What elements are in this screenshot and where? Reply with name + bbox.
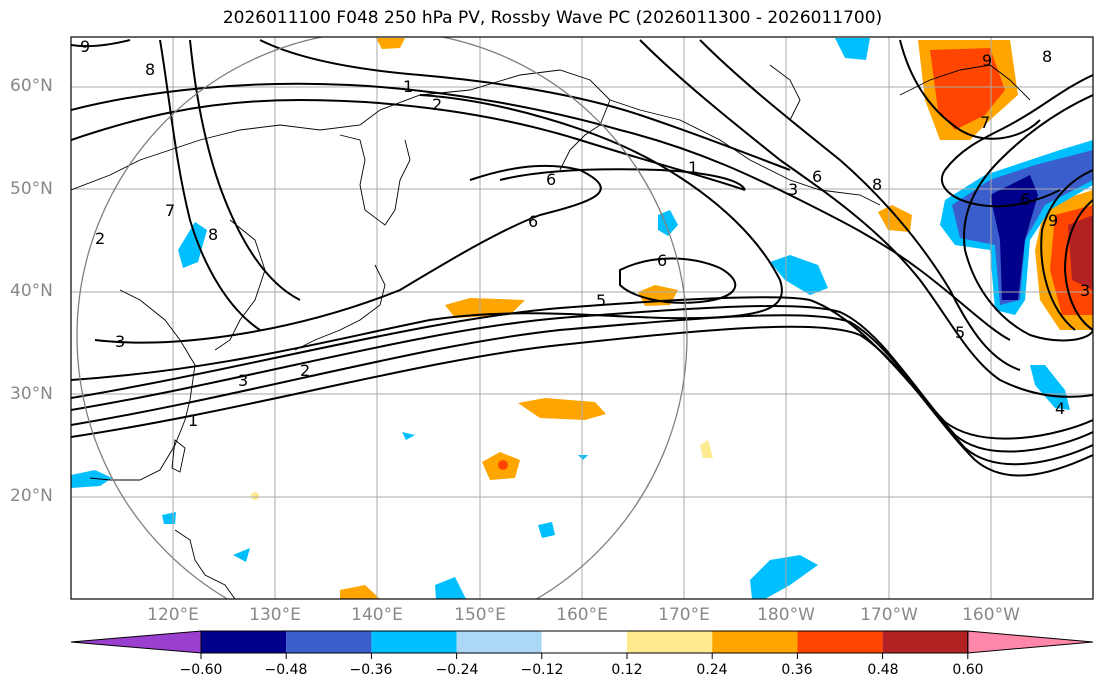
contour-label: 9 [1048,211,1058,230]
lat-label-40n: 40°N [10,281,53,301]
contour-label: 9 [80,37,90,56]
contour-label: 6 [528,212,538,231]
contour-label: 5 [955,323,965,342]
contour-label: 1 [188,411,198,430]
colorbar-tick-label: −0.24 [435,662,479,678]
contour-label: 8 [872,175,882,194]
colorbar-swatch [797,631,883,653]
contour-label: 5 [596,291,606,310]
projection-circle [76,37,688,599]
lat-label-60n: 60°N [10,76,53,96]
colorbar-swatch [541,631,627,653]
lon-label-140e: 140°E [351,605,403,625]
colorbar-tick-label: 0.36 [781,662,813,678]
contour-label: 3 [115,332,125,351]
colorbar-swatch [371,631,457,653]
contour-label: 3 [238,371,248,390]
colorbar-tick-label: −0.12 [520,662,564,678]
contour-label: 1 [688,158,698,177]
lat-label-50n: 50°N [10,179,53,199]
colorbar [70,630,1094,659]
lon-label-120e: 120°E [147,605,199,625]
contour-label: 4 [1055,399,1065,418]
lon-label-180w: 180°W [757,605,815,625]
colorbar-tick-label: 0.48 [867,662,899,678]
lon-label-150e: 150°E [454,605,506,625]
contour-label: 8 [145,60,155,79]
contour-label: 7 [165,201,175,220]
positive-anomaly-shading [251,38,1093,599]
contour-label: 6 [1020,190,1030,209]
lon-label-170w: 170°W [860,605,918,625]
colorbar-swatch [286,631,372,653]
lon-label-130e: 130°E [249,605,301,625]
contour-label: 6 [812,167,822,186]
colorbar-tick-label: −0.36 [349,662,393,678]
contour-labels: 9 8 1 2 7 8 2 6 6 1 3 6 8 6 5 3 3 2 1 9 … [80,37,1090,430]
contour-label: 2 [95,229,105,248]
contour-label: 9 [982,51,992,70]
colorbar-swatch [882,631,968,653]
colorbar-tick-label: −0.60 [179,662,223,678]
contour-label: 1 [403,77,413,96]
contour-label: 6 [657,251,667,270]
colorbar-swatch [627,631,713,653]
colorbar-swatch [712,631,798,653]
plot-frame [70,36,1094,600]
contour-label: 8 [1042,47,1052,66]
colorbar-swatch [456,631,542,653]
colorbar-swatch [201,631,287,653]
contour-label: 8 [208,225,218,244]
contour-label: 2 [300,361,310,380]
contour-label: 2 [432,95,442,114]
colorbar-tick-label: −0.48 [264,662,308,678]
colorbar-underflow [70,630,202,654]
colorbar-tick-label: 0.12 [611,662,643,678]
colorbar-overflow [967,630,1094,654]
lon-label-160w: 160°W [962,605,1020,625]
contour-label: 7 [980,113,990,132]
lon-label-170e: 170°E [658,605,710,625]
map-title: 2026011100 F048 250 hPa PV, Rossby Wave … [222,8,883,28]
lon-label-160e: 160°E [556,605,608,625]
contour-label: 3 [788,180,798,199]
colorbar-tick-label: 0.24 [696,662,728,678]
lat-label-30n: 30°N [10,384,53,404]
pv-contours [71,39,1093,477]
colorbar-tick-label: 0.60 [952,662,984,678]
contour-label: 6 [546,170,556,189]
contour-label: 3 [1080,281,1090,300]
lat-label-20n: 20°N [10,486,53,506]
